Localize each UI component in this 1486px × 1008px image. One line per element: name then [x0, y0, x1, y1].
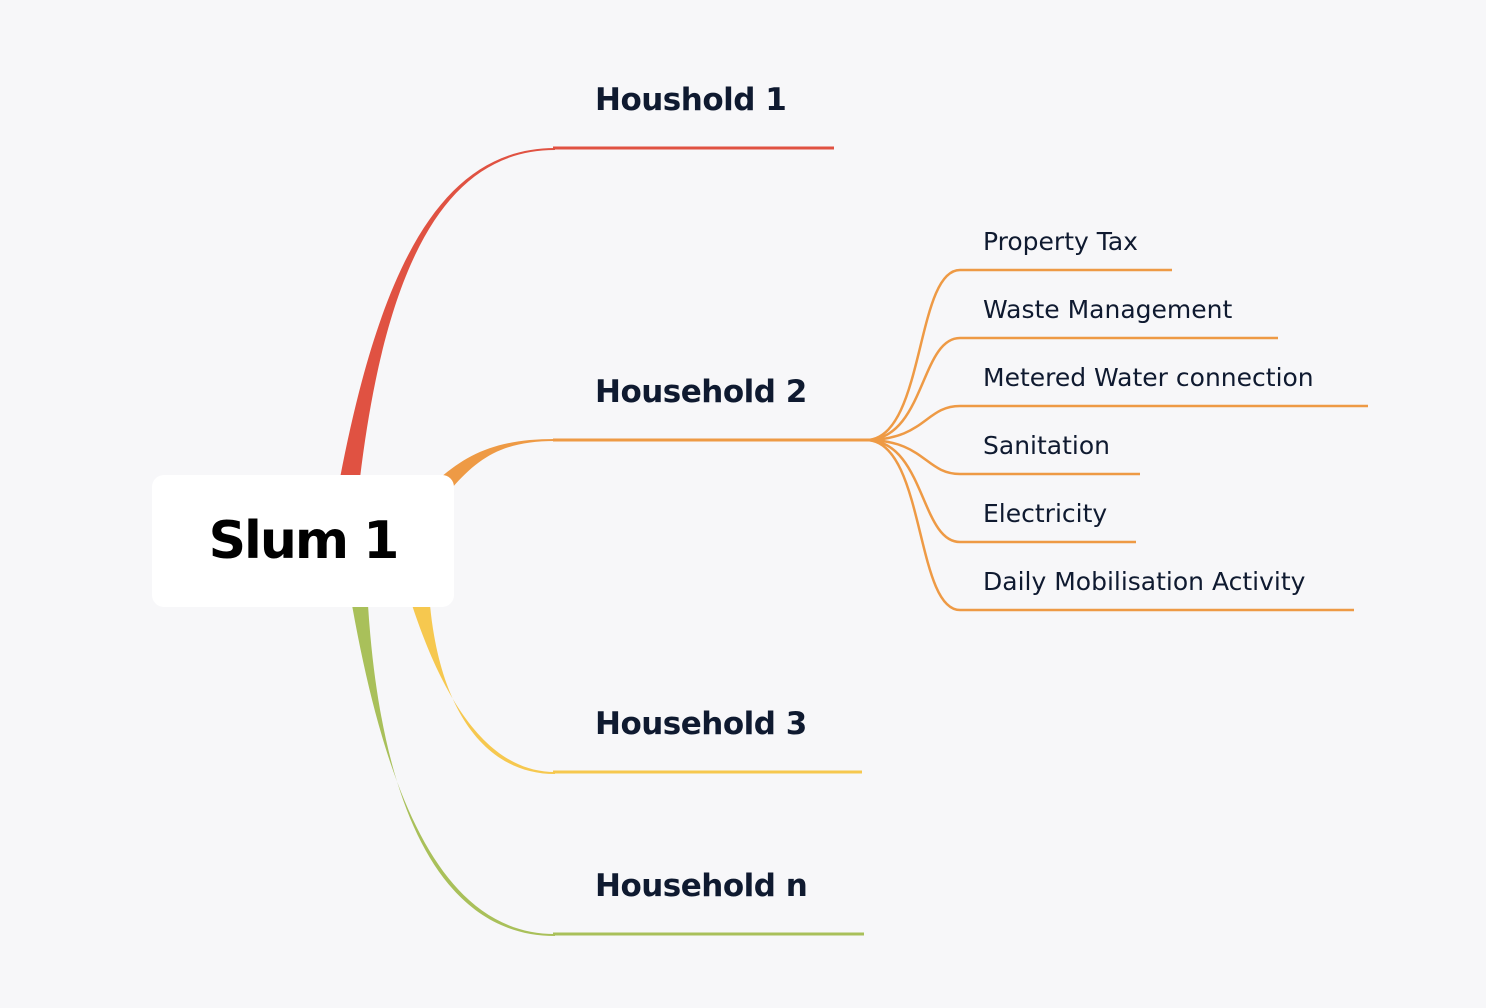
link-household-1	[340, 148, 555, 478]
root-label: Slum 1	[208, 511, 400, 571]
link-electricity	[865, 438, 1136, 544]
leaf-label-electricity[interactable]: Electricity	[983, 499, 1108, 528]
branch-label-household-1[interactable]: Houshold 1	[595, 82, 787, 118]
household-2-sub-links	[865, 268, 1368, 612]
link-household-3	[412, 605, 555, 774]
root-node[interactable]: Slum 1	[152, 475, 454, 607]
leaf-label-waste-management[interactable]: Waste Management	[983, 295, 1233, 324]
branch-label-household-3[interactable]: Household 3	[595, 706, 807, 742]
link-waste-management	[865, 336, 1278, 442]
link-property-tax	[865, 268, 1172, 442]
branch-label-household-2[interactable]: Household 2	[595, 374, 807, 410]
link-household-2	[440, 439, 555, 488]
leaf-label-metered-water[interactable]: Metered Water connection	[983, 363, 1314, 392]
leaf-label-sanitation[interactable]: Sanitation	[983, 431, 1110, 460]
link-daily-mobilisation	[865, 438, 1354, 612]
leaf-label-daily-mobilisation[interactable]: Daily Mobilisation Activity	[983, 567, 1306, 596]
branch-label-household-n[interactable]: Household n	[595, 868, 808, 904]
link-metered-water	[865, 404, 1368, 442]
leaf-label-property-tax[interactable]: Property Tax	[983, 227, 1138, 256]
link-household-n	[352, 605, 555, 936]
link-sanitation	[865, 438, 1140, 476]
